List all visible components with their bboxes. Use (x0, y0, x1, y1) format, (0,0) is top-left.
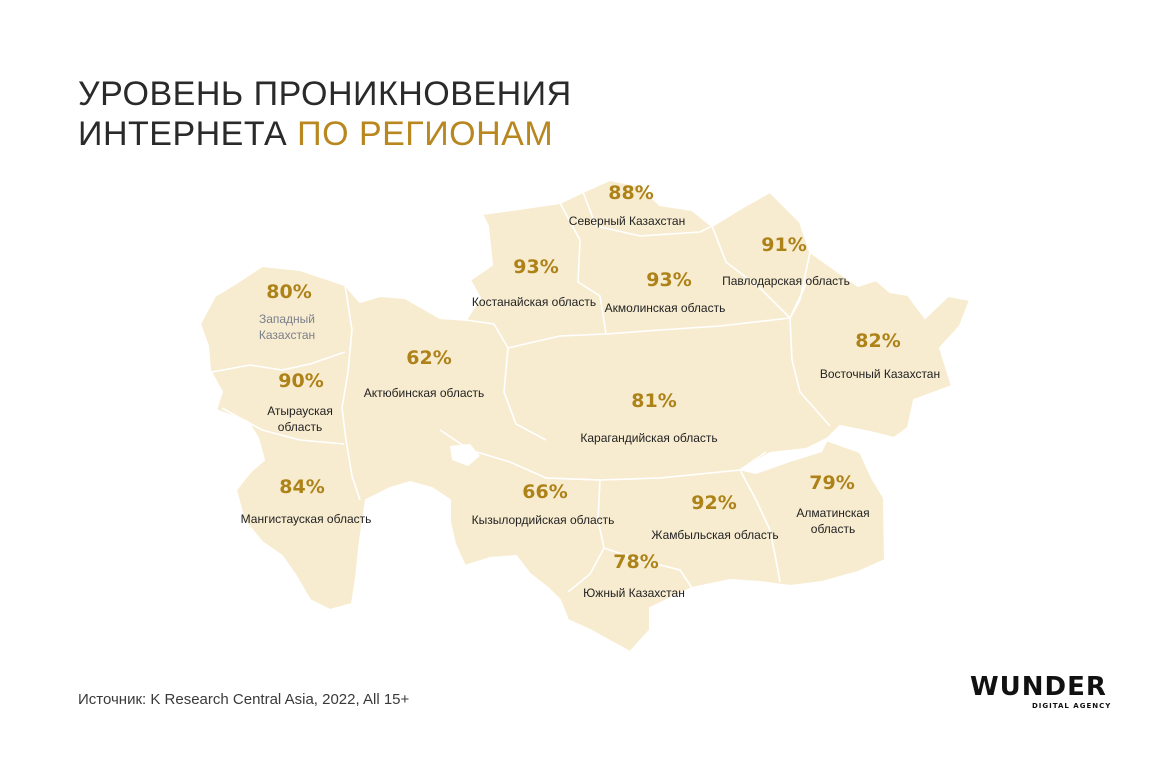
region-borders (211, 191, 831, 593)
region-label: Павлодарская область (722, 274, 850, 288)
border-atyrau-mangistau (221, 407, 345, 445)
region-label: Северный Казахстан (568, 214, 686, 228)
title-line-2-accent: ПО РЕГИОНАМ (297, 115, 554, 153)
border-west-atyrau (211, 351, 346, 373)
region-value: 79% (809, 472, 855, 494)
balkhash-lake (738, 436, 830, 474)
region-value: 88% (608, 182, 654, 204)
logo-main: WUNDER (970, 672, 1107, 702)
region-value: 92% (691, 492, 737, 514)
region-label: Мангистауская область (240, 512, 372, 526)
region-value: 93% (646, 269, 692, 291)
region-value: 81% (631, 390, 677, 412)
region-value: 90% (278, 370, 324, 392)
logo-sub: DIGITAL AGENCY (1032, 702, 1112, 710)
caspian-coast (230, 458, 258, 490)
border-akmola-karaganda (507, 317, 791, 349)
region-label-line: область (277, 420, 323, 434)
region-value: 78% (613, 551, 659, 573)
border-kostanay-akmola (559, 202, 607, 335)
region-label-line: область (810, 522, 856, 536)
region-value: 91% (761, 234, 807, 256)
region-value: 84% (279, 476, 325, 498)
title-line-1: УРОВЕНЬ ПРОНИКНОВЕНИЯ (78, 75, 572, 113)
region-label-line: Западный (258, 312, 316, 326)
region-label-line: Казахстан (258, 328, 316, 342)
region-label: Кызылордийская область (471, 513, 615, 527)
region-value: 66% (522, 481, 568, 503)
region-label-line: Атырауская (267, 404, 333, 418)
region-label: Восточный Казахстан (819, 367, 941, 381)
page-title: УРОВЕНЬ ПРОНИКНОВЕНИЯ ИНТЕРНЕТА ПО РЕГИО… (78, 74, 572, 154)
wunder-logo: WUNDER DIGITAL AGENCY (970, 672, 1110, 710)
border-west-aktobe (341, 284, 361, 501)
aral-sea (450, 444, 480, 466)
region-label: Карагандийская область (580, 431, 718, 445)
border-north-akmola (582, 191, 713, 237)
border-zhambyl-almaty (739, 469, 781, 583)
title-line-2: ИНТЕРНЕТА ПО РЕГИОНАМ (78, 114, 572, 154)
region-label: Южный Казахстан (583, 586, 685, 600)
region-label: Актюбинская область (363, 386, 485, 400)
border-aktobe-kostanay (465, 319, 547, 441)
region-label: Атырауская область (267, 403, 333, 435)
kazakhstan-outline (198, 178, 972, 654)
border-east (789, 251, 831, 427)
region-value: 62% (406, 347, 452, 369)
region-value: 93% (513, 256, 559, 278)
region-label: Костанайская область (471, 295, 597, 309)
region-label: Жамбыльская область (651, 528, 779, 542)
region-label: Акмолинская область (604, 301, 726, 315)
region-value: 80% (266, 281, 312, 303)
region-label: Алматинская область (796, 505, 869, 537)
border-zhambyl-south (603, 547, 693, 589)
source-note: Источник: K Research Central Asia, 2022,… (78, 691, 410, 708)
region-label-line: Алматинская (796, 506, 870, 520)
region-label: Западный Казахстан (259, 311, 315, 343)
title-line-2-plain: ИНТЕРНЕТА (78, 115, 298, 153)
border-pavlodar (711, 225, 809, 320)
region-value: 82% (855, 330, 901, 352)
